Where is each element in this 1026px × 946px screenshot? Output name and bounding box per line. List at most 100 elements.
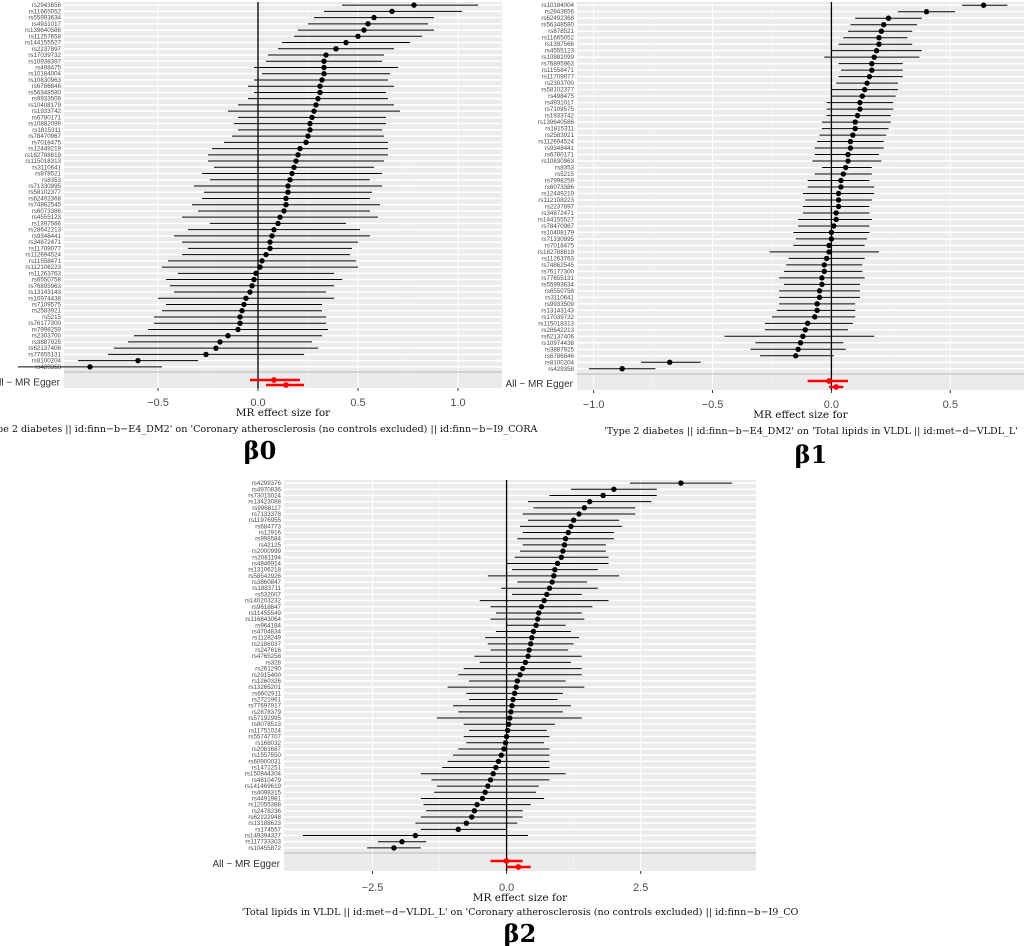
snp-point [869,60,875,67]
snp-point [845,158,851,164]
snp-label: rs1815311 [32,127,61,134]
snp-point [823,255,830,262]
snp-label: rs6073386 [545,184,575,191]
snp-point [315,95,321,102]
snp-label: rs10184004 [28,71,61,78]
snp-label: rs34872471 [28,239,61,246]
snp-label: rs10408179 [541,229,574,236]
snp-point [864,80,870,86]
snp-point [495,758,502,765]
snp-label: rs78470967 [28,133,61,140]
snp-label: rs7133378 [252,511,282,518]
snp-point [878,28,885,34]
snp-label: rs10974438 [28,295,61,302]
summary-label: All − MR Egger [0,378,61,389]
snp-point [239,308,245,314]
snp-point [835,203,842,210]
snp-point [847,138,854,145]
snp-label: rs4931017 [545,100,575,107]
snp-label: rs429358 [548,366,574,373]
snp-point [277,214,283,220]
snp-point [263,251,269,258]
snp-point [797,340,804,346]
snp-label: rs139640586 [538,119,575,126]
snp-label: rs8353 [42,177,61,184]
snp-point [826,242,832,249]
x-tick-label: 0.0 [499,882,514,894]
snp-label: rs4931017 [32,21,62,28]
snp-label: rs17039732 [28,52,61,59]
snp-point [581,505,588,511]
snp-point [285,189,291,195]
snp-label: rs10408179 [28,102,61,109]
snp-point [321,64,327,71]
snp-label: rs58102377 [28,189,61,196]
snp-label: rs11558471 [542,67,575,74]
snp-label: rs2081194 [252,554,281,561]
snp-label: rs684773 [255,523,281,530]
snp-label: rs878521 [35,171,61,178]
snp-label: rs4098315 [252,789,282,796]
snp-label: rs13188623 [248,820,281,827]
snp-label: rs3887925 [545,346,575,353]
snp-label: rs11709077 [29,245,62,252]
snp-point [549,579,555,585]
snp-point [873,47,880,54]
snp-point [463,820,470,826]
snp-label: rs150844304 [245,771,282,778]
snp-label: rs58102377 [541,87,574,94]
snp-label: rs55747707 [248,734,281,741]
snp-label: rs182788819 [25,152,62,159]
summary-point [503,858,510,864]
snp-label: rs2583921 [545,132,575,139]
snp-point [869,67,875,73]
snp-label: rs116843064 [245,616,281,623]
panel-label: β1 [795,440,828,469]
snp-point [551,573,557,579]
snp-label: rs2186037 [252,641,282,648]
snp-point [795,346,801,352]
snp-point [241,301,247,308]
snp-point [816,288,823,294]
snp-point [552,566,558,573]
snp-label: rs11455549 [249,610,282,617]
snp-label: rs12055388 [248,802,281,809]
snp-label: rs10830963 [541,158,574,165]
snp-label: rs76177300 [28,320,61,327]
snp-label: rs2303700 [32,333,62,340]
snp-point [562,536,569,542]
snp-label: rs2478236 [252,808,282,815]
snp-point [600,492,606,499]
snp-label: rs144155527 [25,40,62,47]
snp-label: rs139640586 [25,27,62,34]
snp-label: rs112694524 [25,252,61,259]
snp-label: rs10882099 [28,121,61,128]
snp-point [455,826,462,833]
snp-label: rs6550758 [545,288,575,295]
snp-point [611,486,617,492]
snp-point [503,733,510,740]
snp-point [249,283,255,289]
snp-label: rs77655131 [541,275,574,282]
snp-label: rs144155527 [538,216,575,223]
snp-point [819,275,825,281]
snp-point [812,314,818,320]
snp-label: rs261290 [255,666,281,673]
snp-label: rs4765258 [252,653,282,660]
snp-point [857,99,863,106]
snp-label: rs4810479 [252,777,282,784]
snp-point [271,226,277,233]
snp-label: rs182788819 [538,249,575,256]
snp-point [355,33,361,40]
x-axis-title: MR effect size for [236,407,331,419]
snp-point [297,145,303,152]
snp-label: rs28642213 [541,327,574,334]
snp-point [619,366,625,372]
snp-point [399,839,405,845]
snp-label: rs10938397 [28,58,61,65]
snp-point [235,326,241,333]
snp-point [541,597,547,604]
snp-point [471,808,478,814]
snp-label: rs34872471 [541,210,574,217]
snp-label: rs328 [266,659,282,666]
